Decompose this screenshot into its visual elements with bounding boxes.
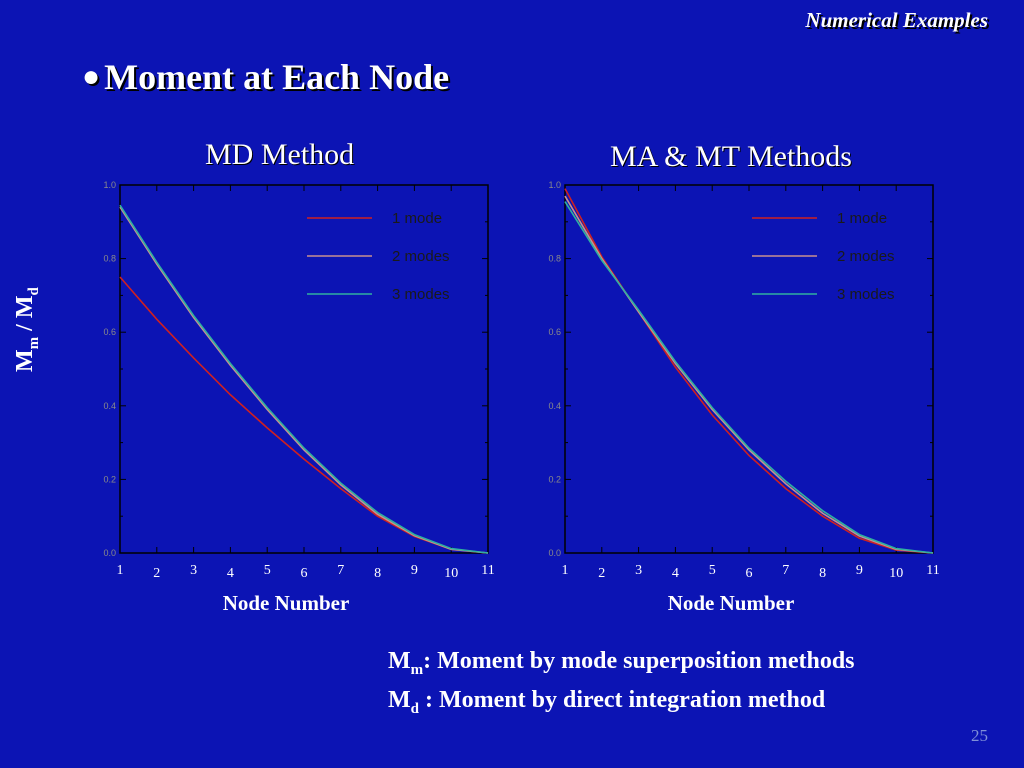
y-tick-label: 1.0 [548, 180, 561, 190]
bullet-icon: ● [82, 60, 101, 93]
definitions: Mm: Moment by mode superposition methods… [388, 646, 855, 724]
x-tick-label: 8 [374, 566, 381, 581]
chart-md: 0.0 0.2 0.4 0.6 0.8 1.0 1 2 3 4 5 6 7 8 9 10 11 1 mode 2 m… [103, 180, 494, 615]
x-tick-label: 3 [635, 563, 642, 578]
x-tick-label: 1 [562, 563, 569, 578]
plot-area [564, 184, 934, 554]
x-tick-label: 5 [264, 563, 271, 578]
x-tick-label: 2 [153, 566, 160, 581]
y-tick-label: 0.8 [548, 254, 561, 264]
x-tick-label: 9 [411, 563, 418, 578]
series-line-3 [564, 201, 934, 554]
legend-label: 3 modes [392, 286, 450, 303]
y-tick-label: 0.4 [548, 401, 561, 411]
x-tick-label: 6 [301, 566, 308, 581]
y-tick-label: 1.0 [103, 180, 116, 190]
x-tick-label: 3 [190, 563, 197, 578]
chart-title-md: MD Method [205, 138, 355, 171]
x-tick-label: 4 [672, 566, 679, 581]
series-line-3 [119, 204, 489, 554]
definition-md: Md : Moment by direct integration method [388, 686, 826, 717]
x-tick-label: 10 [889, 566, 903, 581]
x-tick-label: 11 [481, 563, 494, 578]
page-number: 25 [971, 726, 988, 745]
heading-text: Moment at Each Node [104, 57, 450, 97]
slide-heading: ● Moment at Each Node [82, 56, 449, 98]
y-tick-label: 0.0 [103, 548, 116, 558]
x-tick-label: 7 [337, 563, 344, 578]
chart-ma-mt: 0.0 0.2 0.4 0.6 0.8 1.0 1 2 3 4 5 6 7 8 9 10 11 1 mode 2 m… [548, 180, 939, 615]
x-tick-label: 7 [782, 563, 789, 578]
x-axis-label: Node Number [668, 591, 795, 615]
x-tick-label: 1 [117, 563, 124, 578]
x-tick-label: 5 [709, 563, 716, 578]
y-tick-label: 0.4 [103, 401, 116, 411]
x-tick-label: 2 [598, 566, 605, 581]
series-line-2 [119, 206, 489, 554]
definition-mm: Mm: Moment by mode superposition methods [388, 648, 855, 678]
x-axis-label: Node Number [223, 591, 350, 615]
x-tick-label: 6 [746, 566, 753, 581]
legend-label: 3 modes [837, 286, 895, 303]
legend-label: 1 mode [837, 210, 887, 227]
x-tick-label: 4 [227, 566, 234, 581]
y-tick-label: 0.2 [548, 474, 561, 484]
chart-title-ma-mt: MA & MT Methods [610, 140, 852, 173]
y-tick-label: 0.6 [103, 327, 116, 337]
y-tick-label: 0.8 [103, 254, 116, 264]
x-tick-label: 8 [819, 566, 826, 581]
legend-label: 1 mode [392, 210, 442, 227]
plot-area [119, 184, 489, 554]
y-tick-label: 0.2 [103, 474, 116, 484]
y-tick-label: 0.6 [548, 327, 561, 337]
section-title: Numerical Examples [805, 8, 988, 32]
legend-label: 2 modes [392, 248, 450, 265]
x-tick-label: 9 [856, 563, 863, 578]
legend-label: 2 modes [837, 248, 895, 265]
y-tick-label: 0.0 [548, 548, 561, 558]
x-tick-label: 10 [444, 566, 458, 581]
x-tick-label: 11 [926, 563, 939, 578]
